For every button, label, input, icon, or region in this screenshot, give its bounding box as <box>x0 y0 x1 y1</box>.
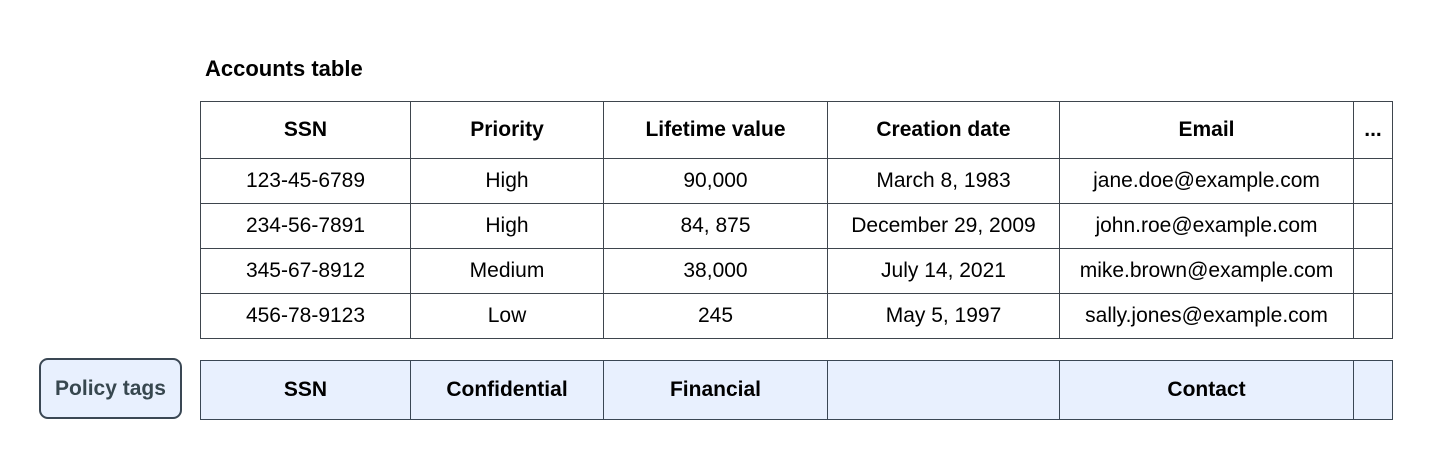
table-row: 123-45-6789 High 90,000 March 8, 1983 ja… <box>200 158 1393 204</box>
policy-tag-confidential: Confidential <box>410 360 604 420</box>
cell-creation-date: March 8, 1983 <box>827 158 1060 204</box>
column-header-lifetime-value: Lifetime value <box>603 101 828 159</box>
table-row: 456-78-9123 Low 245 May 5, 1997 sally.jo… <box>200 293 1393 339</box>
cell-ssn: 123-45-6789 <box>200 158 411 204</box>
accounts-table: SSN Priority Lifetime value Creation dat… <box>200 101 1393 339</box>
cell-ssn: 456-78-9123 <box>200 293 411 339</box>
policy-tag-financial: Financial <box>603 360 828 420</box>
policy-tag-empty-more <box>1353 360 1393 420</box>
cell-priority: Medium <box>410 248 604 294</box>
cell-more <box>1353 158 1393 204</box>
cell-priority: High <box>410 158 604 204</box>
policy-tag-ssn: SSN <box>200 360 411 420</box>
cell-creation-date: July 14, 2021 <box>827 248 1060 294</box>
cell-lifetime-value: 84, 875 <box>603 203 828 249</box>
policy-tag-contact: Contact <box>1059 360 1354 420</box>
accounts-header-row: SSN Priority Lifetime value Creation dat… <box>200 101 1393 159</box>
cell-creation-date: December 29, 2009 <box>827 203 1060 249</box>
policy-tags-button[interactable]: Policy tags <box>39 358 182 419</box>
cell-creation-date: May 5, 1997 <box>827 293 1060 339</box>
cell-ssn: 345-67-8912 <box>200 248 411 294</box>
table-row: 234-56-7891 High 84, 875 December 29, 20… <box>200 203 1393 249</box>
policy-tag-cells: SSN Confidential Financial Contact <box>200 360 1393 420</box>
policy-tag-empty <box>827 360 1060 420</box>
cell-lifetime-value: 245 <box>603 293 828 339</box>
cell-email: john.roe@example.com <box>1059 203 1354 249</box>
column-header-email: Email <box>1059 101 1354 159</box>
table-row: 345-67-8912 Medium 38,000 July 14, 2021 … <box>200 248 1393 294</box>
column-header-priority: Priority <box>410 101 604 159</box>
policy-tags-row: SSN Confidential Financial Contact <box>200 360 1393 420</box>
cell-ssn: 234-56-7891 <box>200 203 411 249</box>
column-header-ssn: SSN <box>200 101 411 159</box>
cell-lifetime-value: 38,000 <box>603 248 828 294</box>
cell-priority: Low <box>410 293 604 339</box>
cell-lifetime-value: 90,000 <box>603 158 828 204</box>
cell-email: jane.doe@example.com <box>1059 158 1354 204</box>
column-header-creation-date: Creation date <box>827 101 1060 159</box>
cell-more <box>1353 203 1393 249</box>
cell-email: sally.jones@example.com <box>1059 293 1354 339</box>
cell-more <box>1353 293 1393 339</box>
cell-priority: High <box>410 203 604 249</box>
accounts-table-title: Accounts table <box>205 56 363 81</box>
cell-more <box>1353 248 1393 294</box>
cell-email: mike.brown@example.com <box>1059 248 1354 294</box>
column-header-more: ... <box>1353 101 1393 159</box>
